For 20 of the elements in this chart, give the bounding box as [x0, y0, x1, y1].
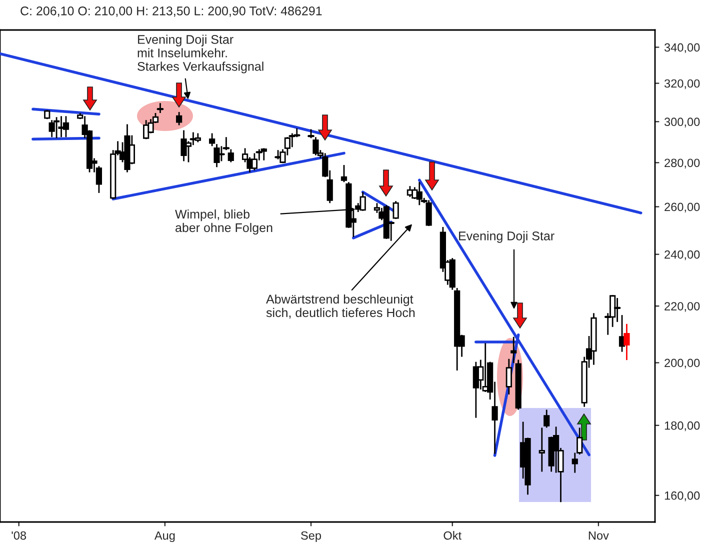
- y-tick-label: 160,00: [664, 491, 700, 502]
- y-tick-label: 220,00: [664, 302, 700, 312]
- y-tick-label: 260,00: [664, 202, 700, 213]
- x-tick-label: '08: [12, 531, 26, 540]
- y-tick-label: 280,00: [664, 158, 700, 168]
- x-tick-label: Nov: [588, 531, 609, 540]
- x-tick-label: Okt: [444, 531, 462, 540]
- y-tick-label: 340,00: [664, 43, 700, 54]
- y-tick-label: 180,00: [664, 421, 700, 432]
- y-tick-label: 200,00: [664, 358, 700, 369]
- annotation: Wimpel, blieb aber ohne Folgen: [175, 209, 272, 235]
- annotation: Abwärtstrend beschleunigt sich, deutlich tieferes Hoch: [266, 294, 415, 319]
- y-tick-label: 300,00: [664, 118, 700, 128]
- annotation: Evening Doji Star mit Inselumkehr. Starkes Verkaufssignal: [138, 34, 264, 74]
- x-tick-label: Sep: [301, 531, 322, 542]
- x-tick-label: Aug: [154, 531, 175, 542]
- y-tick-label: 320,00: [664, 79, 700, 90]
- annotation: Evening Doji Star: [459, 231, 554, 243]
- chart-title: C: 206,10 O: 210,00 H: 213,50 L: 200,90 TotV: 486291: [20, 6, 322, 17]
- y-tick-label: 240,00: [664, 250, 700, 260]
